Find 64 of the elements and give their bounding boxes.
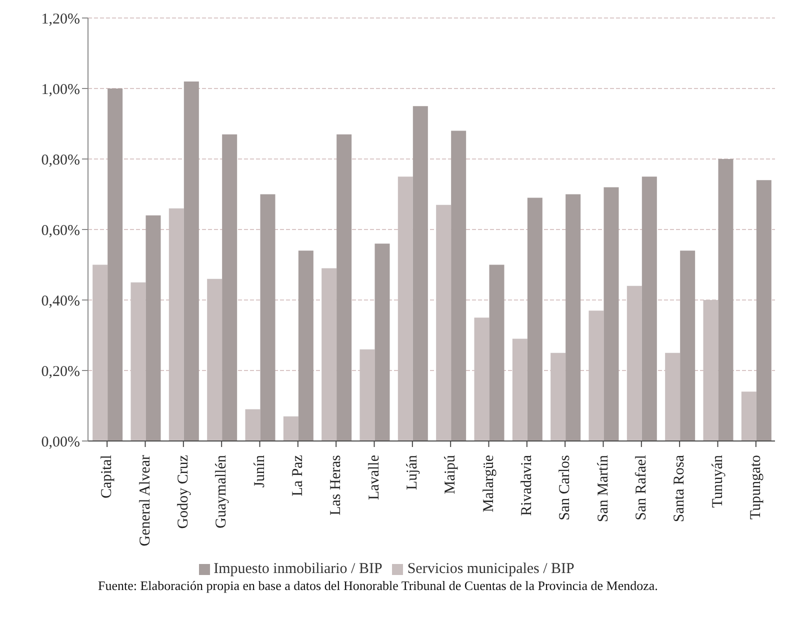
- bar: [527, 198, 542, 441]
- y-tick-label: 0,00%: [41, 434, 80, 450]
- bar: [374, 244, 390, 441]
- bar: [130, 282, 146, 441]
- bar: [260, 194, 276, 441]
- bar: [108, 88, 123, 441]
- bar: [718, 159, 734, 441]
- bar: [298, 250, 314, 441]
- bar: [588, 310, 604, 441]
- bar: [412, 106, 428, 441]
- x-tick-label: General Alvear: [137, 454, 154, 546]
- x-tick-label: Guaymallén: [214, 454, 230, 528]
- x-tick-label: Luján: [404, 454, 420, 490]
- bar: [680, 250, 696, 441]
- bar: [222, 134, 238, 441]
- bar: [451, 130, 466, 441]
- x-tick-label: Las Heras: [328, 454, 344, 516]
- bar: [322, 268, 337, 441]
- x-tick-label: Malargüe: [480, 454, 497, 512]
- x-tick-label: San Carlos: [557, 454, 574, 520]
- bar: [436, 204, 452, 441]
- bar: [741, 392, 756, 441]
- bar: [474, 318, 490, 441]
- legend-label: Servicios municipales / BIP: [407, 561, 574, 577]
- bar: [626, 286, 642, 441]
- y-tick-label: 0,80%: [41, 152, 80, 168]
- bar: [756, 180, 772, 441]
- x-tick-label: Rivadavia: [518, 454, 535, 516]
- bar: [489, 264, 504, 441]
- x-tick-label: Capital: [99, 455, 116, 498]
- x-tick-label: Maipú: [442, 454, 459, 494]
- source-note: Fuente: Elaboración propia en base a datos del Honorable Tribunal de Cuentas de la Provincia de Mendoza.: [98, 578, 659, 594]
- legend-label: Impuesto inmobiliario / BIP: [214, 561, 382, 577]
- x-tick-label: Santa Rosa: [672, 454, 688, 522]
- x-tick-label: La Paz: [290, 454, 306, 496]
- bar: [184, 81, 199, 441]
- bar: [566, 194, 581, 441]
- bar: [512, 338, 528, 441]
- bar: [336, 134, 352, 441]
- bar: [283, 416, 298, 441]
- x-tick-label: Junín: [252, 454, 268, 488]
- bar: [168, 208, 184, 441]
- bar: [604, 187, 619, 441]
- bar: [146, 215, 161, 441]
- bar: [703, 300, 718, 441]
- y-tick-label: 0,40%: [41, 293, 80, 310]
- x-tick-label: Godoy Cruz: [175, 454, 192, 529]
- bar: [665, 352, 680, 441]
- y-tick-label: 0,20%: [41, 364, 80, 380]
- x-tick-label: Tupungato: [748, 455, 764, 520]
- x-tick-label: Lavalle: [366, 454, 382, 500]
- bar: [245, 409, 260, 441]
- bar: [207, 278, 222, 441]
- bar: [550, 352, 566, 441]
- y-tick-label: 0,60%: [41, 222, 80, 239]
- bar: [398, 176, 413, 441]
- bar: [92, 264, 108, 441]
- x-tick-label: San Martín: [595, 454, 612, 522]
- bar: [360, 349, 375, 441]
- y-tick-label: 1,00%: [41, 82, 80, 98]
- x-tick-label: San Rafael: [633, 455, 650, 520]
- x-tick-label: Tunuyán: [710, 454, 726, 508]
- bar: [642, 176, 657, 441]
- y-tick-label: 1,20%: [41, 11, 80, 28]
